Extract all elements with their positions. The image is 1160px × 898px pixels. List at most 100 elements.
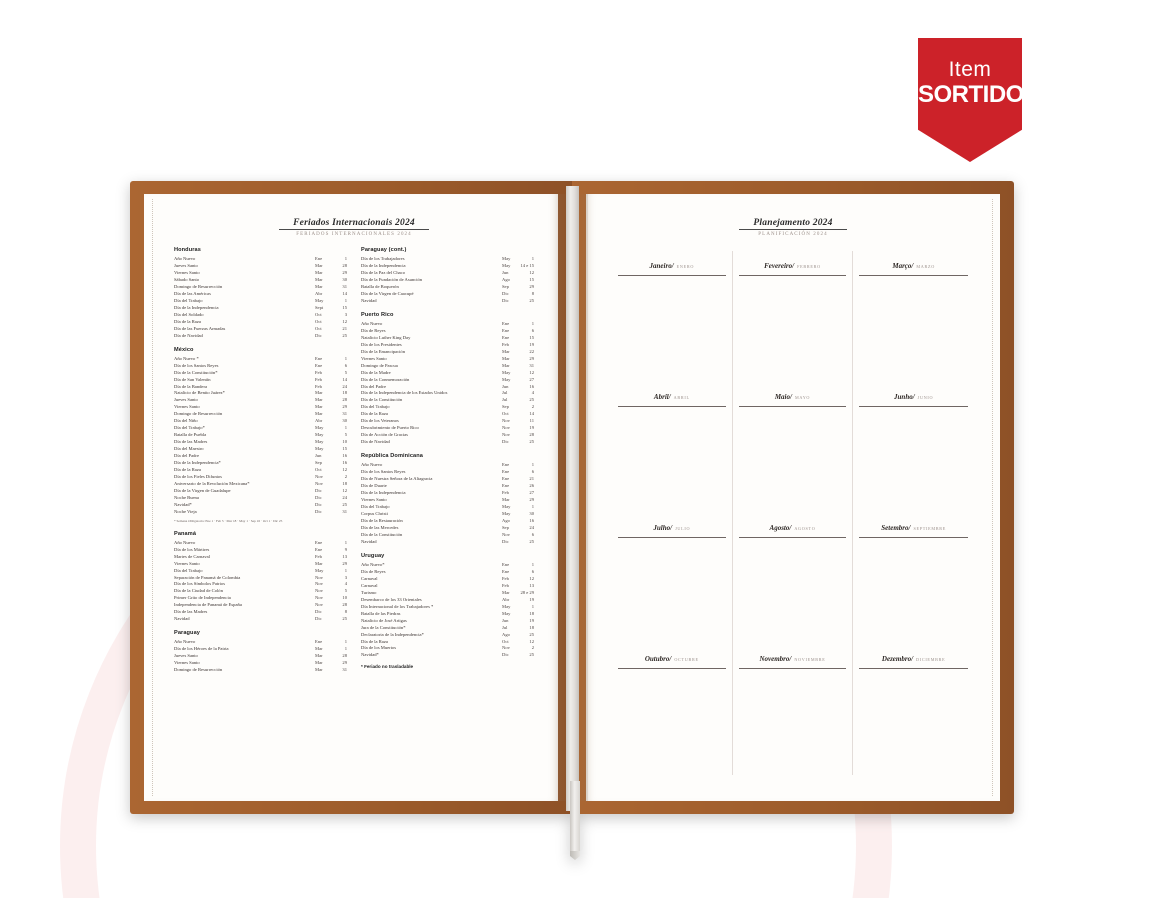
- holiday-day: 1: [531, 462, 534, 468]
- holiday-name: Día del Soldado: [174, 311, 204, 317]
- holiday-name: Separación de Panamá de Colombia: [174, 574, 241, 580]
- holiday-name: Navidad*: [174, 501, 192, 507]
- holiday-name: Año Nuevo *: [174, 355, 199, 361]
- holiday-day: 26: [529, 483, 534, 489]
- month-name-es: AGOSTO: [794, 526, 816, 531]
- planner-month-cell[interactable]: Maio/MAYO: [733, 382, 854, 513]
- holiday-name: Día de los Héroes de la Patria: [174, 646, 229, 652]
- holiday-column-left: Honduras Año Nuevo Ene 1 Jueves Santo Mar 28 Vi…: [174, 247, 347, 674]
- planner-month-label: Outubro/OCTUBRE: [618, 648, 726, 669]
- holiday-month: Nov: [502, 432, 510, 438]
- holiday-name: Día de Reyes: [361, 568, 386, 574]
- holiday-month: Ene: [315, 546, 323, 552]
- planner-month-cell[interactable]: Janeiro/ENERO: [612, 251, 733, 382]
- holiday-name: Día de las Américas: [174, 290, 211, 296]
- holiday-day: 1: [344, 425, 347, 431]
- holiday-name: Día del Trabajo: [361, 504, 390, 510]
- planner-month-label: Abril/ABRIL: [618, 386, 726, 407]
- holiday-name: Día de la Raza: [174, 318, 201, 324]
- page-right-planner: Planejamento 2024 PLANIFICACIÓN 2024 Jan…: [586, 194, 1000, 801]
- holiday-day: 16: [529, 383, 534, 389]
- holiday-day: 21: [342, 325, 347, 331]
- holiday-day: 24: [342, 383, 347, 389]
- holiday-month: Jul: [502, 624, 508, 630]
- planner-month-label: Setembro/SEPTIEMBRE: [859, 517, 968, 538]
- holiday-month: Sep: [502, 404, 509, 410]
- holiday-day: 1: [344, 646, 347, 652]
- planner-month-label: Agosto/AGOSTO: [738, 517, 847, 538]
- holiday-name: Descubrimiento de Puerto Rico: [361, 425, 419, 431]
- holiday-month: Feb: [315, 383, 322, 389]
- page-edge-left: [152, 199, 153, 796]
- holiday-month: May: [502, 511, 511, 516]
- holiday-month: Oct: [315, 311, 322, 317]
- holiday-row: Año Nuevo Ene 1: [361, 462, 534, 469]
- holiday-month: Nov: [315, 588, 323, 594]
- planner-month-cell[interactable]: Agosto/AGOSTO: [733, 513, 854, 644]
- planner-month-cell[interactable]: Fevereiro/FEBRERO: [733, 251, 854, 382]
- holiday-day: 28: [342, 262, 347, 268]
- holiday-row: Viernes Santo Mar 29: [174, 561, 347, 568]
- holiday-row: Navidad Dic 25: [361, 298, 534, 305]
- holiday-row: Día de la Raza Oct 12: [361, 639, 534, 646]
- holiday-name: Día de Navidad: [361, 439, 390, 445]
- left-page-title: Feriados Internacionais 2024: [279, 218, 429, 230]
- holiday-month: Nov: [502, 418, 510, 424]
- holiday-day: 13: [342, 553, 347, 559]
- holiday-row: Domingo de Pascua Mar 31: [361, 363, 534, 370]
- holiday-name: Día de la Constitución: [361, 531, 403, 537]
- holiday-month: Mar: [315, 269, 323, 275]
- holiday-name: Viernes Santo: [174, 560, 200, 566]
- holiday-day: 1: [531, 256, 534, 261]
- holiday-month: Feb: [502, 490, 509, 496]
- holiday-name: Día de la Constitución*: [174, 369, 218, 375]
- holiday-name: Día de los Presidentes: [361, 341, 402, 347]
- holiday-month: May: [502, 256, 511, 261]
- holiday-row: Natalicio de José Artigas Jun 19: [361, 618, 534, 625]
- month-name-pt: Janeiro/: [649, 262, 674, 270]
- holiday-name: Primer Grito de Independencia: [174, 595, 231, 601]
- holiday-name: Día del Trabajo*: [174, 425, 205, 431]
- holiday-day: 29: [342, 560, 347, 566]
- planner-month-cell[interactable]: Abril/ABRIL: [612, 382, 733, 513]
- holiday-month: Mar: [315, 667, 323, 673]
- holiday-row: Día de las Madres May 10: [174, 439, 347, 446]
- open-planner-notebook: Feriados Internacionais 2024 FERIADOS IN…: [130, 181, 1014, 853]
- holiday-row: Día del Soldado Oct 3: [174, 312, 347, 319]
- holiday-month: Ene: [315, 256, 323, 261]
- holiday-name: Independencia de Panamá de España: [174, 602, 242, 608]
- holiday-row: Natalicio Luther King Day Ene 15: [361, 335, 534, 342]
- holiday-name: Navidad*: [361, 652, 379, 658]
- holiday-row: Día de los Mártires Ene 9: [174, 547, 347, 554]
- month-name-es: MAYO: [794, 395, 811, 400]
- planner-month-cell[interactable]: Junho/JUNIO: [853, 382, 974, 513]
- holiday-row: Navidad Dic 25: [361, 539, 534, 546]
- holiday-name: Corpus Christi: [361, 511, 388, 516]
- holiday-row: Descubrimiento de Puerto Rico Nov 19: [361, 425, 534, 432]
- holiday-row: Día de las Madres Dic 8: [174, 609, 347, 616]
- holiday-row: Día del Trabajo May 1: [174, 298, 347, 305]
- holiday-month: Mar: [315, 390, 323, 396]
- holiday-day: 4: [344, 581, 347, 587]
- holiday-day: 31: [529, 362, 534, 368]
- holiday-row: Día de Navidad Dic 25: [361, 439, 534, 446]
- holiday-day: 1: [344, 256, 347, 261]
- holiday-row: Día del Trabajo Sep 2: [361, 404, 534, 411]
- holiday-row: Año Nuevo Ene 1: [174, 256, 347, 263]
- holiday-name: Día de las Madres: [174, 609, 208, 615]
- planner-month-cell[interactable]: Dezembro/DICIEMBRE: [853, 644, 974, 775]
- planner-month-cell[interactable]: Outubro/OCTUBRE: [612, 644, 733, 775]
- planner-month-cell[interactable]: Setembro/SEPTIEMBRE: [853, 513, 974, 644]
- holiday-row: Día de la Virgen de Caacupé Dic 8: [361, 291, 534, 298]
- holiday-day: 27: [529, 376, 534, 382]
- holiday-row: Día de los Símbolos Patrios Nov 4: [174, 581, 347, 588]
- planner-month-cell[interactable]: Julho/JULIO: [612, 513, 733, 644]
- planner-month-cell[interactable]: Março/MARZO: [853, 251, 974, 382]
- left-page-subtitle: FERIADOS INTERNACIONALES 2024: [296, 232, 412, 237]
- holiday-month: Mar: [315, 660, 323, 666]
- holiday-month: Nov: [315, 481, 323, 487]
- holiday-row: Día de la Fundación de Asunción Ago 15: [361, 277, 534, 284]
- planner-month-cell[interactable]: Novembro/NOVIEMBRE: [733, 644, 854, 775]
- holiday-day: 8: [344, 609, 347, 615]
- holiday-month: Feb: [502, 341, 509, 347]
